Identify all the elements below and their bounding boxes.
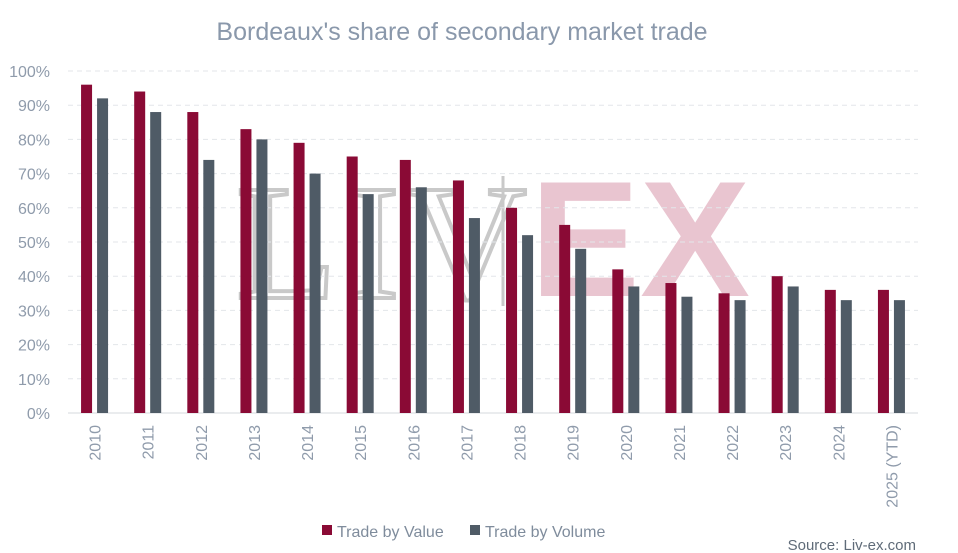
bars <box>81 84 905 414</box>
bar-value-2024 <box>824 289 836 413</box>
bar-volume-2012 <box>203 159 215 413</box>
y-tick-label: 10% <box>18 372 50 389</box>
bar-volume-2013 <box>256 139 268 413</box>
legend-swatch-trade-by-volume <box>470 525 480 535</box>
y-tick-label: 70% <box>18 167 50 184</box>
bar-value-2019 <box>559 224 571 413</box>
bar-volume-2022 <box>734 300 746 413</box>
bar-volume-2018 <box>522 235 534 413</box>
x-tick-label: 2025 (YTD) <box>884 425 901 508</box>
legend-swatch-trade-by-value <box>322 525 332 535</box>
source-note: Source: Liv-ex.com <box>788 537 916 553</box>
bar-value-2016 <box>399 159 411 413</box>
x-tick-label: 2012 <box>194 425 211 461</box>
y-tick-label: 40% <box>18 269 50 286</box>
bar-volume-2024 <box>840 300 852 413</box>
bar-value-2012 <box>187 112 199 413</box>
x-tick-label: 2019 <box>566 425 583 461</box>
legend: Trade by Value Trade by Volume <box>322 524 605 541</box>
y-axis-ticks: 0% 10% 20% 30% 40% 50% 60% 70% 80% 90% 100% <box>9 64 50 423</box>
bar-volume-2023 <box>787 286 799 413</box>
y-tick-label: 80% <box>18 132 50 149</box>
bar-value-2020 <box>612 269 624 413</box>
bar-value-2025-ytd- <box>877 289 889 413</box>
x-axis-ticks: 2010 2011 2012 2013 2014 2015 2016 2017 2018 2019… <box>88 425 902 508</box>
bar-value-2021 <box>665 283 677 413</box>
y-tick-label: 20% <box>18 338 50 355</box>
bar-value-2014 <box>293 142 305 413</box>
bar-value-2010 <box>81 84 93 414</box>
bar-value-2023 <box>771 276 783 413</box>
bar-volume-2011 <box>150 112 162 413</box>
y-tick-label: 90% <box>18 98 50 115</box>
x-tick-label: 2022 <box>725 425 742 461</box>
bar-value-2018 <box>506 207 518 413</box>
x-tick-label: 2015 <box>353 425 370 461</box>
bar-value-2017 <box>452 180 464 413</box>
legend-label-trade-by-value: Trade by Value <box>337 524 444 541</box>
legend-label-trade-by-volume: Trade by Volume <box>485 524 605 541</box>
bar-volume-2014 <box>309 173 321 413</box>
y-tick-label: 100% <box>9 64 50 81</box>
x-tick-label: 2016 <box>406 425 423 461</box>
chart-title: Bordeaux's share of secondary market tra… <box>216 18 707 46</box>
y-tick-label: 0% <box>27 406 50 423</box>
bar-volume-2017 <box>468 218 480 413</box>
bar-value-2022 <box>718 293 730 413</box>
bar-volume-2020 <box>628 286 640 413</box>
bar-value-2015 <box>346 156 358 413</box>
x-tick-label: 2023 <box>778 425 795 461</box>
x-tick-label: 2024 <box>831 425 848 461</box>
bar-volume-2015 <box>362 194 374 413</box>
bar-value-2011 <box>134 91 146 414</box>
bar-volume-2021 <box>681 296 693 413</box>
x-tick-label: 2020 <box>619 425 636 461</box>
x-tick-label: 2011 <box>141 425 158 460</box>
bar-value-2013 <box>240 129 252 413</box>
bar-volume-2016 <box>415 187 427 413</box>
x-tick-label: 2014 <box>300 425 317 461</box>
x-tick-label: 2021 <box>672 425 689 461</box>
bar-volume-2010 <box>97 98 109 414</box>
y-tick-label: 30% <box>18 303 50 320</box>
x-tick-label: 2018 <box>513 425 530 461</box>
y-tick-label: 60% <box>18 201 50 218</box>
x-tick-label: 2010 <box>88 425 105 461</box>
y-tick-label: 50% <box>18 235 50 252</box>
bar-volume-2025-ytd- <box>893 300 905 413</box>
x-tick-label: 2013 <box>247 425 264 461</box>
bar-volume-2019 <box>575 248 587 413</box>
x-tick-label: 2017 <box>459 425 476 461</box>
